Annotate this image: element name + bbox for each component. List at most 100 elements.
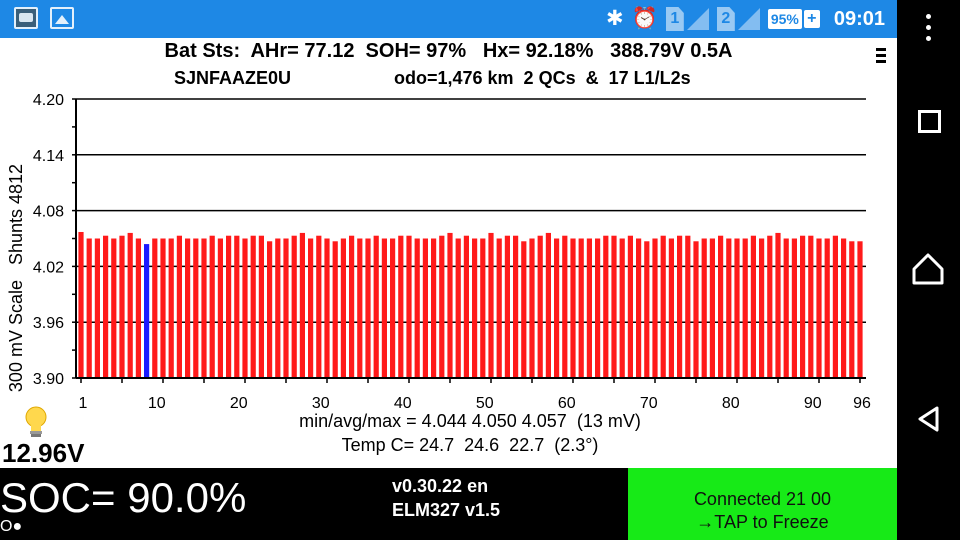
x-tick-label: 10	[148, 395, 166, 410]
cell-bar	[349, 235, 355, 378]
x-tick-label: 50	[476, 395, 494, 410]
cell-bar	[119, 235, 125, 378]
cell-bar	[390, 238, 396, 378]
cell-bar	[94, 238, 100, 378]
cell-bar	[677, 235, 683, 378]
min-avg-max-label: min/avg/max = 4.044 4.050 4.057 (13 mV)	[299, 411, 641, 431]
adapter-version: ELM327 v1.5	[392, 500, 501, 520]
odometer-line: odo=1,476 km 2 QCs & 17 L1/L2s	[394, 68, 691, 88]
battery-icon: 95%	[767, 9, 802, 29]
y-tick-label: 4.14	[33, 148, 64, 165]
cell-bar	[718, 235, 724, 378]
x-tick-label: 40	[394, 395, 412, 410]
cell-bar-selected	[144, 244, 150, 378]
battery-indicator: 95% +	[767, 9, 820, 29]
cell-bar	[521, 241, 527, 378]
bluetooth-icon: ✱	[606, 7, 624, 30]
cell-bar	[611, 235, 617, 378]
connection-status-label: Connected 21 00	[693, 489, 832, 509]
cell-bar	[250, 235, 256, 378]
cell-bar	[447, 232, 453, 378]
sim1-icon: 1	[665, 7, 684, 31]
chart-bars	[78, 231, 863, 378]
cell-bar	[554, 238, 560, 378]
cell-bar	[816, 238, 822, 378]
y-tick-label: 4.08	[33, 204, 64, 221]
cell-bar	[734, 238, 740, 378]
x-tick-labels: 1 10 20 30 40 50 60 70 80 90 96	[79, 395, 871, 410]
cell-bar	[660, 235, 666, 378]
cell-bar	[463, 235, 469, 378]
back-icon[interactable]	[917, 406, 939, 432]
x-tick-label: 70	[640, 395, 658, 410]
cell-bar	[357, 238, 363, 378]
cell-bar	[316, 235, 322, 378]
cell-bar	[685, 235, 691, 378]
cell-bar	[832, 235, 838, 378]
cell-bar	[103, 235, 109, 378]
cell-bar	[496, 238, 502, 378]
cell-bar	[636, 238, 642, 378]
cell-bar	[488, 232, 494, 378]
cell-bar	[160, 238, 166, 378]
sim2-signal: 2	[716, 7, 760, 31]
cell-bar	[800, 235, 806, 378]
cell-bar	[398, 235, 404, 378]
x-tick-label: 60	[558, 395, 576, 410]
cell-bar	[619, 238, 625, 378]
cell-bar	[275, 238, 281, 378]
cell-bar	[209, 235, 215, 378]
cell-bar	[234, 235, 240, 378]
cell-bar	[824, 238, 830, 378]
cell-bar	[504, 235, 510, 378]
cell-bar	[529, 238, 535, 378]
cell-bar	[841, 238, 847, 378]
cell-bar	[242, 238, 248, 378]
cell-bar	[595, 238, 601, 378]
cell-bar	[750, 235, 756, 378]
cell-bar	[365, 238, 371, 378]
main-panel[interactable]: Bat Sts: AHr= 77.12 SOH= 97% Hx= 92.18% …	[0, 38, 897, 468]
aux-battery-voltage: 12.96V	[2, 438, 85, 468]
cell-bar	[545, 232, 551, 378]
cell-bar	[406, 235, 412, 378]
cell-bar	[775, 232, 781, 378]
cell-bar	[127, 232, 133, 378]
cell-bar	[849, 241, 855, 378]
app-notification-icon	[14, 7, 38, 29]
navigation-bar	[897, 0, 960, 540]
cell-bar	[603, 235, 609, 378]
status-flag: O●	[0, 518, 23, 535]
home-icon[interactable]	[911, 252, 945, 286]
overflow-menu-icon[interactable]	[926, 14, 932, 47]
cell-bar	[152, 238, 158, 378]
soc-display: SOC= 90.0%	[0, 474, 247, 521]
cell-bar	[644, 241, 650, 378]
y-tick-label: 3.96	[33, 315, 64, 332]
x-tick-label: 90	[804, 395, 822, 410]
cell-bar	[414, 238, 420, 378]
cell-bar	[808, 235, 814, 378]
battery-status-line: Bat Sts: AHr= 77.12 SOH= 97% Hx= 92.18% …	[164, 40, 733, 62]
cell-bar	[431, 238, 437, 378]
charging-icon: +	[803, 10, 820, 28]
menu-icon[interactable]	[876, 48, 886, 66]
cell-bar	[258, 235, 264, 378]
recent-apps-icon[interactable]	[918, 110, 941, 133]
cell-bar	[742, 238, 748, 378]
cell-bar	[709, 238, 715, 378]
y-tick-label: 4.02	[33, 259, 64, 276]
cell-bar	[185, 238, 191, 378]
cell-bar	[472, 238, 478, 378]
lightbulb-icon[interactable]	[24, 406, 48, 440]
cell-bar	[176, 235, 182, 378]
y-axis-label: 300 mV Scale Shunts 4812	[6, 164, 26, 392]
cell-bar	[78, 231, 84, 378]
cell-bar	[381, 238, 387, 378]
cell-voltage-chart[interactable]: 4.20 4.14 4.08 4.02 3.96 3.90 1 10 20 30 40 50 60 70…	[0, 38, 897, 410]
cell-bar	[578, 238, 584, 378]
cell-bar	[267, 241, 273, 378]
cell-bar	[586, 238, 592, 378]
cell-bar	[701, 238, 707, 378]
connection-status-button[interactable]: Connected 21 00 →TAP to Freeze	[628, 468, 897, 540]
